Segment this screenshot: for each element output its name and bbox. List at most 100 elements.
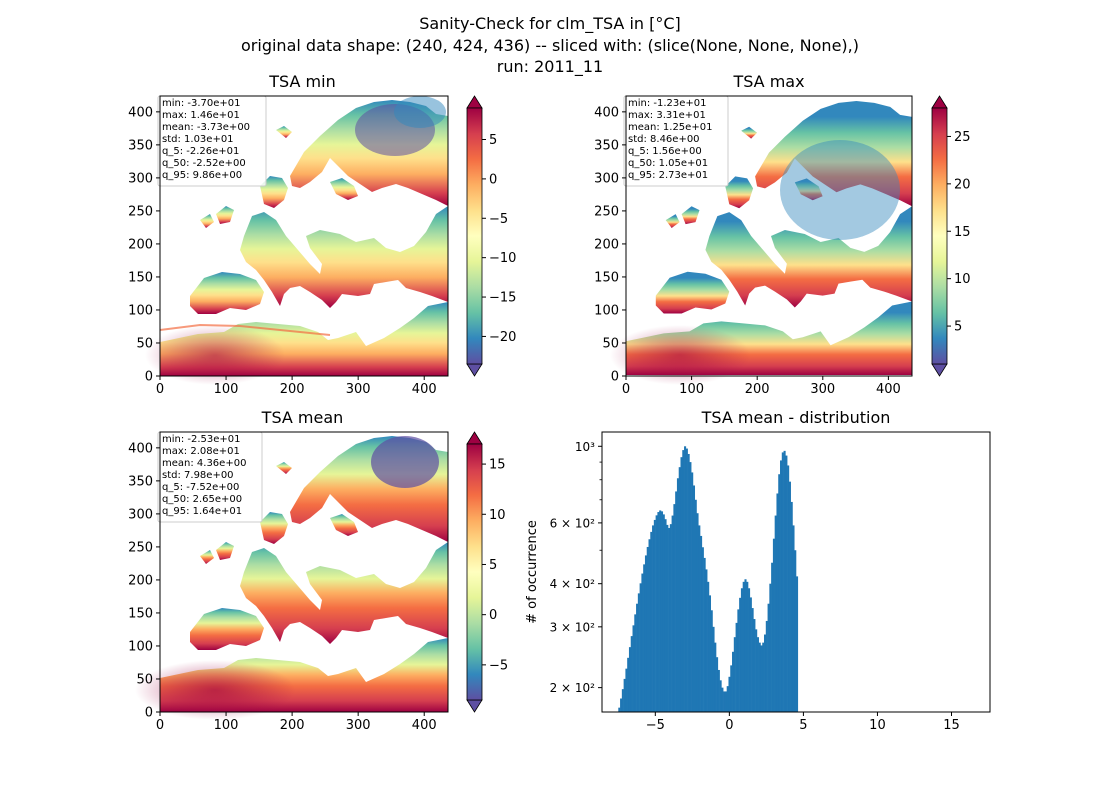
colorbar-tick-label: 10 xyxy=(489,508,506,523)
histogram-bar xyxy=(758,642,761,712)
histogram-bar xyxy=(728,676,731,712)
stats-box: min: -3.70e+01 max: 1.46e+01 mean: -3.73… xyxy=(157,95,267,187)
histogram-bar xyxy=(756,637,759,712)
histogram-bar xyxy=(760,645,763,712)
histogram-bar xyxy=(712,626,715,712)
y-tick-label: 0 xyxy=(611,370,619,385)
histogram-bar xyxy=(662,514,665,712)
x-tick-label: 300 xyxy=(810,382,835,397)
stat-line: q_50: 2.65e+00 xyxy=(162,494,242,505)
histogram-bar xyxy=(685,448,688,712)
colorbar-tick-label: 5 xyxy=(489,558,497,573)
y-tick-label: 200 xyxy=(594,237,619,252)
panel-tsa-mean-distribution: TSA mean - distribution # of occurrence … xyxy=(525,408,991,733)
stat-line: std: 1.03e+01 xyxy=(162,134,234,145)
stat-line: mean: -3.73e+00 xyxy=(162,122,250,133)
heatmap-area xyxy=(135,436,448,720)
figure-title-line-3: run: 2011_11 xyxy=(497,57,603,77)
y-tick-label: 150 xyxy=(128,606,153,621)
stat-line: min: -3.70e+01 xyxy=(162,98,241,109)
panel-tsa-max: TSA max min: -1.23e+01 max: 3.31e+01 mea… xyxy=(594,72,970,397)
histogram-bar xyxy=(787,465,790,712)
panel-title: TSA mean - distribution xyxy=(701,408,891,427)
colorbar-tick-label: 15 xyxy=(489,458,506,473)
histogram-bar xyxy=(691,472,694,712)
histogram-bar xyxy=(634,614,637,712)
histogram-bar xyxy=(780,460,783,712)
x-tick-label: 100 xyxy=(214,382,239,397)
panel-tsa-mean: TSA mean min: -2.53e+01 max: 2.08e+01 me… xyxy=(128,408,508,733)
x-tick-label: 0 xyxy=(622,382,630,397)
colorbar-tick-label: 25 xyxy=(954,130,971,145)
x-tick-label: 15 xyxy=(943,718,960,733)
stat-line: max: 1.46e+01 xyxy=(162,110,240,121)
stats-box: min: -1.23e+01 max: 3.31e+01 mean: 1.25e… xyxy=(623,95,729,187)
y-tick-label: 10³ xyxy=(575,440,595,454)
histogram-bar xyxy=(625,668,628,712)
histogram-bar xyxy=(637,593,640,712)
histogram-bar xyxy=(764,634,767,712)
colorbar-extend-min xyxy=(466,363,483,377)
histogram-bar xyxy=(623,678,626,712)
histogram-bar xyxy=(746,581,749,712)
colorbar: 5 10 15 20 25 xyxy=(931,95,971,377)
x-tick-label: 200 xyxy=(280,718,305,733)
histogram-bar xyxy=(707,581,710,712)
colorbar-tick-label: −15 xyxy=(489,291,516,306)
stat-line: q_5: 1.56e+00 xyxy=(628,146,702,157)
stat-line: q_95: 9.86e+00 xyxy=(162,170,242,181)
panel-tsa-min: TSA min min: -3.70e+01 max: 1.46e+01 mea… xyxy=(128,72,516,397)
heatmap-area xyxy=(145,96,448,385)
histogram-bar xyxy=(767,603,770,712)
y-tick-label: 100 xyxy=(128,639,153,654)
histogram-bar xyxy=(781,452,784,712)
histogram-bar xyxy=(692,485,696,712)
stat-line: mean: 4.36e+00 xyxy=(162,458,246,469)
histogram-bar xyxy=(732,651,735,712)
histogram-bar xyxy=(621,689,624,712)
y-tick-label: 6 × 10² xyxy=(550,516,596,530)
histogram-bar xyxy=(785,455,788,712)
histogram-bar xyxy=(719,680,722,712)
x-tick-label: 100 xyxy=(214,718,239,733)
colorbar-body xyxy=(466,107,483,365)
x-tick-label: 400 xyxy=(412,382,437,397)
histogram-bar xyxy=(687,453,690,712)
histogram-bar xyxy=(769,583,772,712)
axes-frame xyxy=(601,431,991,713)
y-tick-label: 250 xyxy=(128,204,153,219)
x-axis: −5 0 5 10 15 xyxy=(646,712,960,733)
histogram-bar xyxy=(776,493,779,712)
histogram-bar xyxy=(678,467,681,712)
histogram-bar xyxy=(696,513,699,712)
histogram-bar xyxy=(636,603,639,712)
stat-line: q_5: -2.26e+01 xyxy=(162,146,239,157)
y-tick-label: 400 xyxy=(128,441,153,456)
histogram-bar xyxy=(771,562,774,712)
y-axis: 0 50 100 150 200 250 300 350 400 xyxy=(128,105,160,385)
histogram-bar xyxy=(618,707,621,712)
y-tick-label: 100 xyxy=(128,303,153,318)
axes-frame xyxy=(159,95,449,377)
x-tick-label: 100 xyxy=(679,382,704,397)
y-tick-label: 4 × 10² xyxy=(550,577,596,591)
histogram-bar xyxy=(737,609,740,712)
heatmap-area xyxy=(610,100,912,385)
colorbar-tick-label: 15 xyxy=(954,225,971,240)
histogram-bar xyxy=(632,625,635,712)
histogram-bar xyxy=(643,564,646,712)
stat-line: std: 7.98e+00 xyxy=(162,470,234,481)
histogram-bar xyxy=(740,588,743,712)
histogram-bar xyxy=(627,657,630,712)
y-tick-label: 3 × 10² xyxy=(550,620,596,634)
histogram-bar xyxy=(714,642,717,712)
histogram-bar xyxy=(753,619,756,712)
y-tick-label: 100 xyxy=(594,303,619,318)
histogram-bar xyxy=(710,610,713,712)
panel-title: TSA max xyxy=(732,72,804,91)
stat-line: q_50: 1.05e+01 xyxy=(628,158,708,169)
axes-frame xyxy=(159,431,449,713)
x-tick-label: 200 xyxy=(280,382,305,397)
histogram-bar xyxy=(669,524,672,712)
stat-line: max: 2.08e+01 xyxy=(162,446,240,457)
